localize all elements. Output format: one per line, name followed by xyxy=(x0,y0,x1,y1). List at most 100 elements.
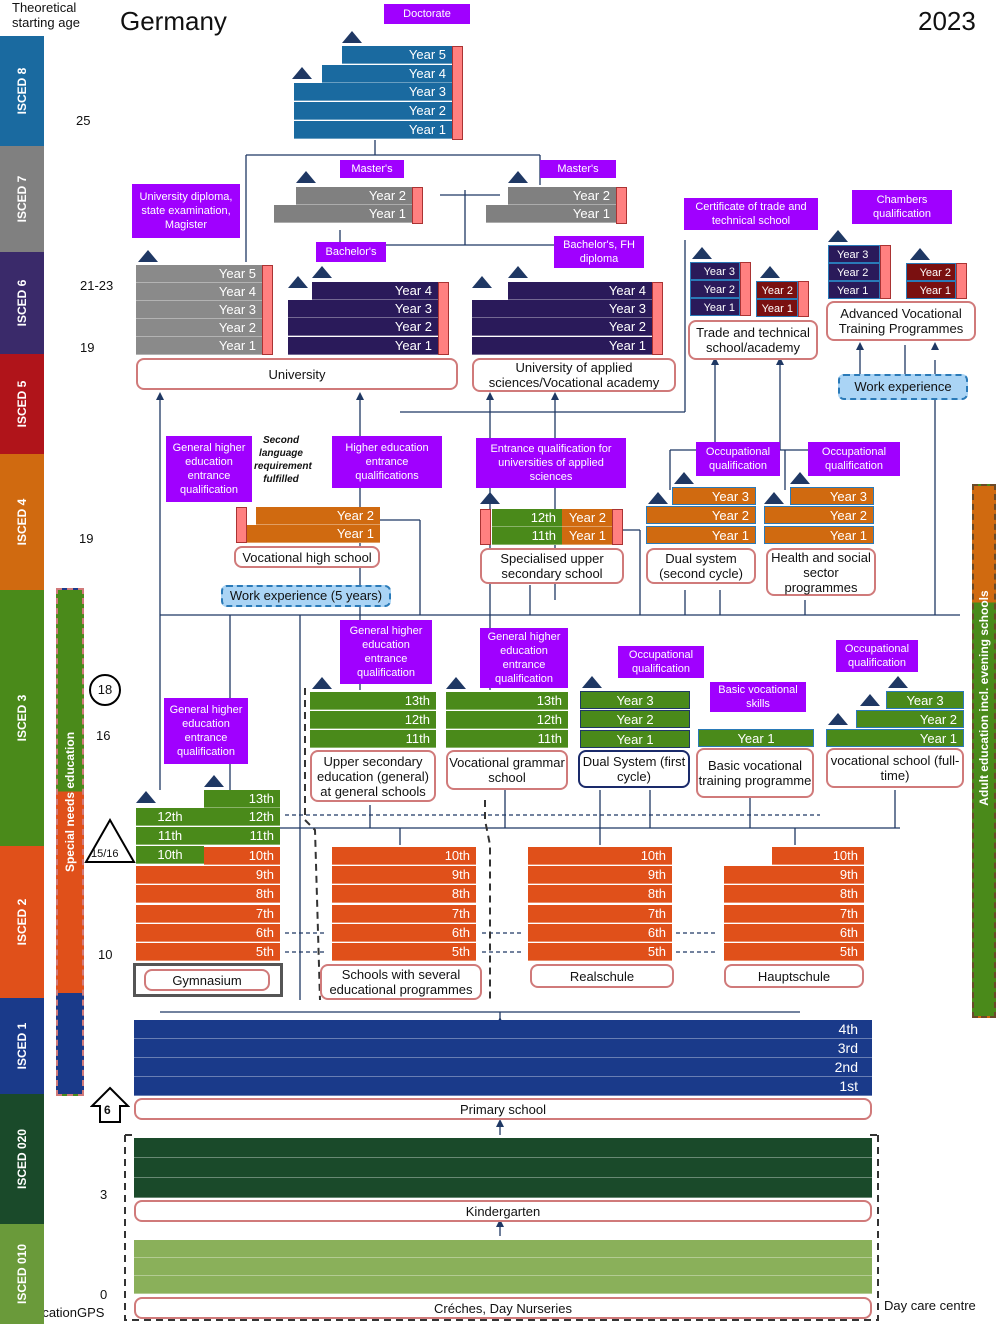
voc-school-qual: Occupational qualification xyxy=(836,640,918,672)
vhs-box: Vocational high school xyxy=(234,546,380,568)
trade-b-year-1: Year 1 xyxy=(756,299,798,317)
isced-2: ISCED 2 xyxy=(0,846,44,998)
several-grade-10: 10th xyxy=(332,847,476,865)
dual2-year-1: Year 1 xyxy=(646,526,756,544)
isced-7: ISCED 7 xyxy=(0,146,44,252)
trade-tri-a xyxy=(692,247,712,259)
upper-general-tri xyxy=(312,677,332,689)
basic-voc-box: Basic vocational training programme xyxy=(696,748,814,798)
health-qual: Occupational qualification xyxy=(808,442,900,476)
real-grade-6: 6th xyxy=(528,924,672,942)
vhs-year-1: Year 1 xyxy=(247,525,380,543)
trade-b-year-2: Year 2 xyxy=(756,281,798,299)
kindergarten-band-2 xyxy=(134,1158,872,1178)
bachelor-year-3: Year 3 xyxy=(288,300,438,318)
dual2-qual: Occupational qualification xyxy=(696,442,780,476)
uas-end xyxy=(652,282,663,355)
health-year-2: Year 2 xyxy=(764,506,874,524)
trade-box: Trade and technical school/academy xyxy=(688,320,818,360)
uas-year-1: Year 1 xyxy=(472,337,652,355)
upper-general-qual: General higher education entrance qualif… xyxy=(340,620,432,684)
several-grade-7: 7th xyxy=(332,905,476,923)
health-year-1: Year 1 xyxy=(764,526,874,544)
haupt-grade-6: 6th xyxy=(724,924,864,942)
advanced-b-year-1: Year 1 xyxy=(906,281,956,299)
university-end xyxy=(262,265,273,355)
masters-left-year-1: Year 1 xyxy=(274,205,412,223)
gym-grade-7: 7th xyxy=(136,905,280,923)
age-18-circle: 18 xyxy=(89,674,121,706)
gym-grade-8: 8th xyxy=(136,885,280,903)
voc-school-year-3: Year 3 xyxy=(886,691,964,709)
kindergarten-band-3 xyxy=(134,1178,872,1198)
masters-left-tri xyxy=(296,171,316,183)
primary-grade-1: 1st xyxy=(134,1077,872,1096)
advanced-a-end xyxy=(880,245,891,299)
creche-band-2 xyxy=(134,1258,872,1276)
bachelor-year-2: Year 2 xyxy=(288,318,438,336)
age-3: 3 xyxy=(100,1187,108,1202)
age-19-b: 19 xyxy=(79,531,94,546)
realschule-box: Realschule xyxy=(530,964,674,988)
age-axis-label: Theoretical starting age xyxy=(12,0,80,30)
masters-right-end xyxy=(616,187,627,224)
advanced-a-year-3: Year 3 xyxy=(828,245,880,263)
university-qual: University diploma, state examination, M… xyxy=(132,184,240,238)
haupt-grade-8: 8th xyxy=(724,885,864,903)
vhs-work-experience: Work experience (5 years) xyxy=(221,585,391,607)
voc-grammar-qual: General higher education entrance qualif… xyxy=(480,628,568,688)
masters-left-year-2: Year 2 xyxy=(296,187,412,205)
adult-education-band: Adult education incl. evening schools xyxy=(972,484,996,1018)
dual1-year-2: Year 2 xyxy=(580,710,690,728)
uas-box: University of applied sciences/Vocationa… xyxy=(472,358,676,392)
masters-right-year-2: Year 2 xyxy=(508,187,616,205)
trade-a-end xyxy=(740,262,751,316)
doctorate-end xyxy=(452,46,463,140)
bachelor-qual: Bachelor's xyxy=(316,242,386,262)
doctorate-tri-2 xyxy=(342,31,362,43)
primary-box: Primary school xyxy=(134,1098,872,1120)
voc-grammar-11: 11th xyxy=(446,730,568,748)
kindergarten-box: Kindergarten xyxy=(134,1200,872,1222)
voc-grammar-box: Vocational grammar school xyxy=(446,750,568,790)
voc-school-box: vocational school (full-time) xyxy=(826,748,964,788)
dual1-year-3: Year 3 xyxy=(580,691,690,709)
advanced-tri-b xyxy=(910,248,930,260)
gymnasium-box: Gymnasium xyxy=(144,969,270,991)
basic-voc-qual: Basic vocational skills xyxy=(710,682,806,712)
dual1-year-1: Year 1 xyxy=(580,730,690,748)
gym-upper-left-11: 11th xyxy=(136,827,204,845)
sus-start xyxy=(480,509,491,545)
doctorate-year-2: Year 2 xyxy=(294,102,452,120)
masters-left-qual: Master's xyxy=(340,160,404,178)
bachelor-tri-1 xyxy=(288,276,308,288)
advanced-work-experience: Work experience xyxy=(838,374,968,400)
gym-upper-left-12: 12th xyxy=(136,808,204,826)
sus-tri-1 xyxy=(480,492,500,504)
sus-end xyxy=(612,509,623,545)
real-grade-9: 9th xyxy=(528,866,672,884)
real-grade-7: 7th xyxy=(528,905,672,923)
trade-a-year-1: Year 1 xyxy=(690,298,740,316)
gym-grade-6: 6th xyxy=(136,924,280,942)
university-year-1: Year 1 xyxy=(136,337,262,355)
health-year-3: Year 3 xyxy=(790,487,874,505)
vhs-qual-left: General higher education entrance qualif… xyxy=(166,436,252,502)
age-16: 16 xyxy=(96,728,111,743)
vhs-year-2: Year 2 xyxy=(256,507,380,525)
advanced-b-year-2: Year 2 xyxy=(906,263,956,281)
advanced-qual: Chambers qualification xyxy=(852,190,952,224)
voc-school-year-2: Year 2 xyxy=(856,710,964,728)
gym-upper-right-13: 13th xyxy=(204,790,280,808)
isced-010: ISCED 010 xyxy=(0,1224,44,1324)
haupt-grade-9: 9th xyxy=(724,866,864,884)
several-grade-5: 5th xyxy=(332,943,476,961)
university-year-4: Year 4 xyxy=(136,283,262,301)
gym-grade-10: 10th xyxy=(204,847,280,865)
sus-orange-1: Year 1 xyxy=(562,527,612,545)
upper-general-box: Upper secondary education (general) at g… xyxy=(310,750,436,802)
trade-tri-b xyxy=(760,266,780,278)
isced-4: ISCED 4 xyxy=(0,454,44,590)
gym-upper-qual: General higher education entrance qualif… xyxy=(164,698,248,764)
real-grade-5: 5th xyxy=(528,943,672,961)
